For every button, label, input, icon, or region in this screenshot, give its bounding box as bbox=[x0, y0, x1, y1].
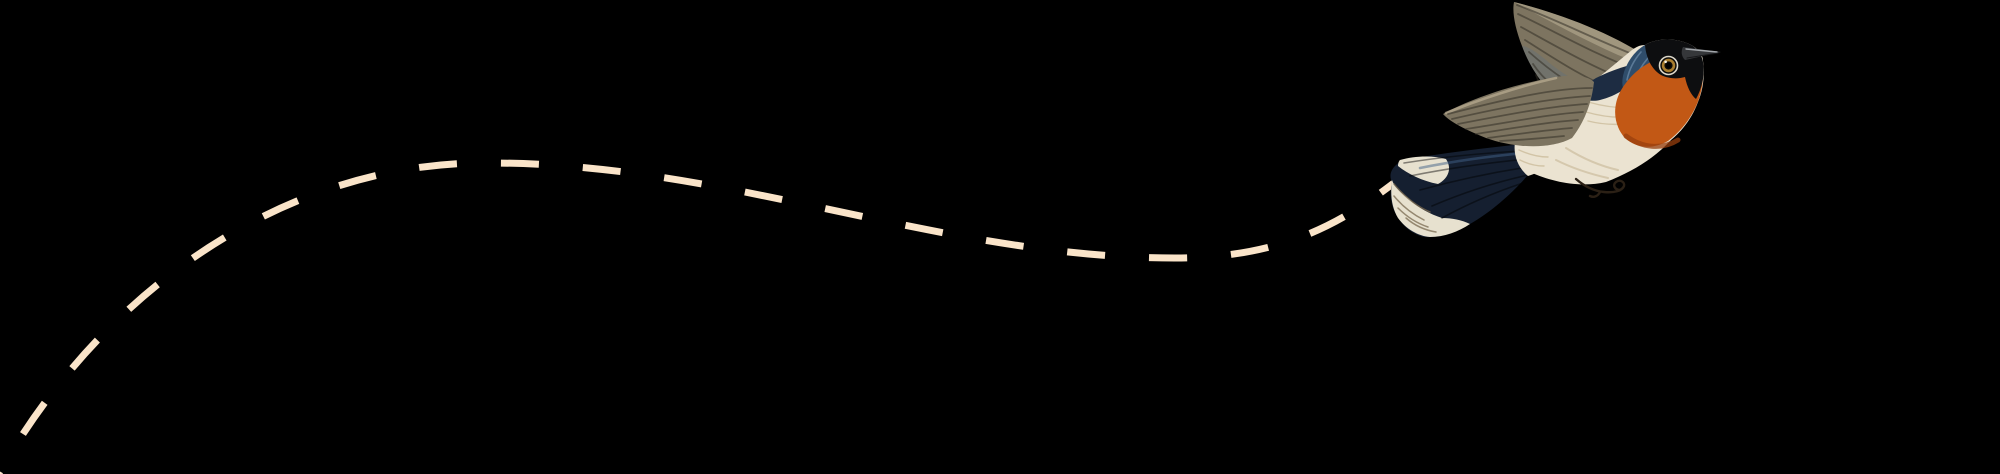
bird-tail bbox=[1390, 142, 1545, 238]
bird-throat-shading bbox=[1623, 133, 1681, 149]
beak-ridge-highlight bbox=[1685, 48, 1718, 53]
eye-glint bbox=[1664, 60, 1667, 64]
near-wing-top-highlight bbox=[1444, 76, 1558, 115]
bird-near-wing bbox=[1443, 75, 1594, 147]
bird-throat-patch bbox=[1615, 56, 1704, 147]
bird-claw bbox=[1588, 190, 1602, 198]
bird-illustration bbox=[1390, 2, 1721, 238]
tail-white-leading-patch bbox=[1398, 156, 1450, 184]
bird-tail-coverts bbox=[1514, 141, 1556, 176]
beak-mouth-line bbox=[1686, 52, 1719, 59]
near-wing-shape bbox=[1443, 75, 1594, 147]
bird-eye bbox=[1658, 55, 1679, 76]
flight-path-dashed-line bbox=[0, 159, 1411, 474]
bird-foot bbox=[1574, 177, 1626, 198]
